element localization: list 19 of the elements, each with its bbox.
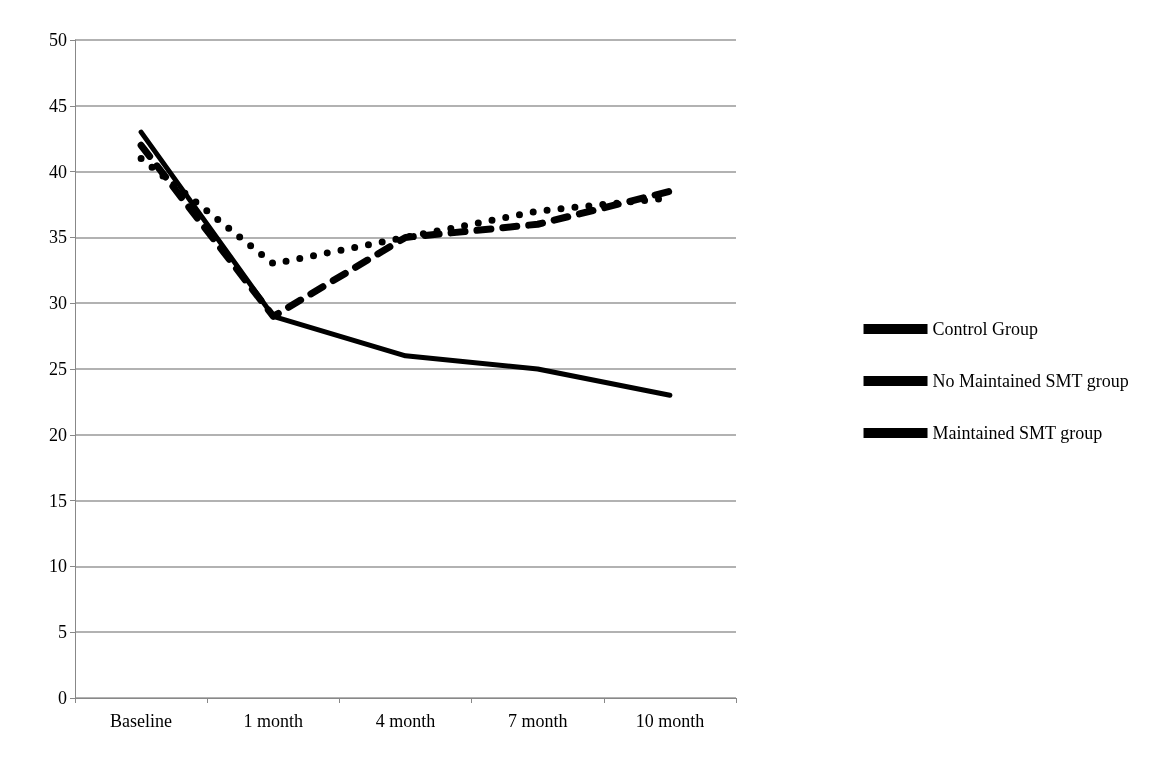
y-tick-label: 0 [58, 688, 67, 708]
x-tick-label: 10 month [635, 711, 705, 731]
legend-label: Control Group [932, 319, 1039, 339]
x-tick-label: 7 month [507, 711, 568, 731]
y-tick-label: 20 [49, 424, 67, 445]
y-tick-label: 40 [49, 161, 67, 182]
legend-label: No Maintained SMT group [932, 371, 1129, 391]
y-tick-label: 50 [49, 30, 67, 50]
y-tick-label: 25 [49, 359, 67, 379]
legend-label: Maintained SMT group [932, 423, 1103, 443]
x-tick-label: 1 month [243, 711, 304, 731]
x-tick-label: Baseline [110, 711, 173, 731]
y-tick-label: 45 [49, 95, 67, 116]
y-tick-label: 15 [49, 490, 67, 511]
y-tick-label: 35 [49, 227, 67, 248]
x-tick-label: 4 month [375, 711, 436, 731]
y-tick-label: 5 [58, 622, 67, 643]
y-tick-label: 30 [49, 293, 67, 314]
y-tick-label: 10 [49, 556, 67, 577]
